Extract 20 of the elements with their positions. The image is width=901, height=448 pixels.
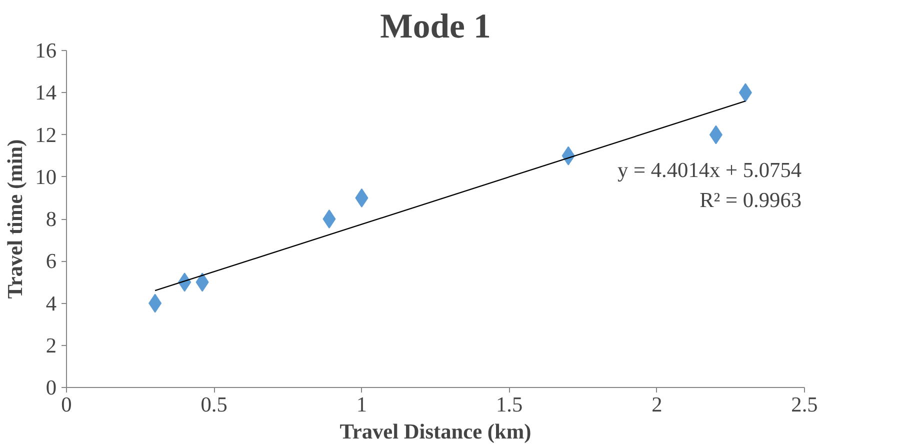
x-tick-label: 0 [61,392,72,416]
point [322,210,336,228]
x-axis-title: Travel Distance (km) [340,420,532,444]
annotation: y = 4.4014x + 5.0754 R² = 0.9963 [618,158,802,212]
y-tick-label: 16 [35,38,57,62]
x-tick-label: 2 [652,392,662,416]
y-axis-title: Travel time (min) [3,139,28,299]
y-tick-label: 4 [46,291,57,316]
y-tick-label: 8 [46,207,57,231]
y-tick-label: 0 [46,376,57,400]
x-tick-label: 1.5 [496,392,523,416]
y-tick-label: 6 [46,249,57,274]
y-tick-label: 2 [46,333,57,358]
y-tick-label: 12 [35,122,56,147]
chart-title: Mode 1 [380,8,491,46]
x-tick-label: 0.5 [200,392,228,416]
x-tick-label: 1 [356,392,368,416]
y-tick-label: 10 [35,164,56,189]
y-tick-label: 14 [35,80,57,105]
x-tick-label: 2.5 [791,392,818,416]
